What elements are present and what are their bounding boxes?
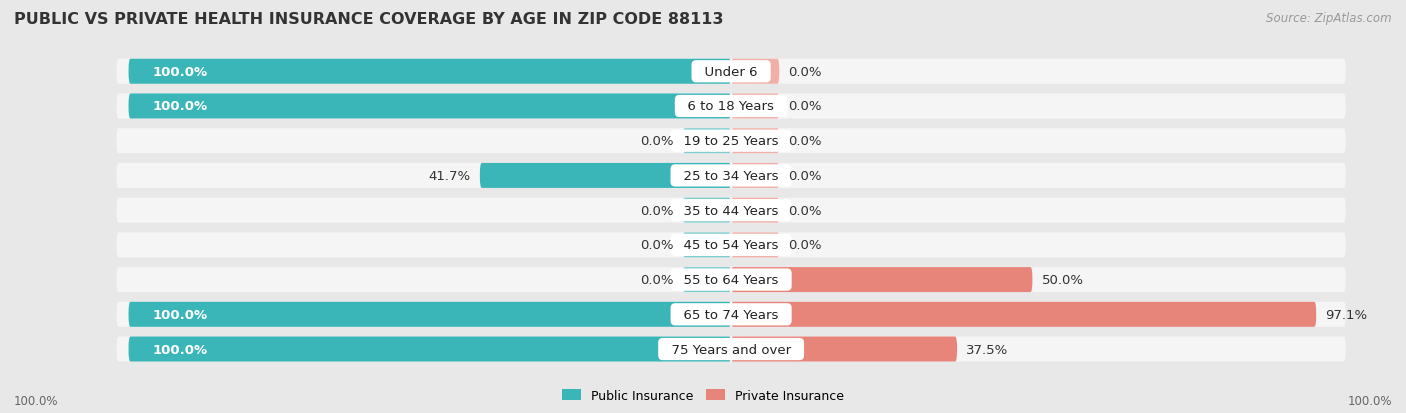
Text: 65 to 74 Years: 65 to 74 Years (675, 308, 787, 321)
Text: 0.0%: 0.0% (789, 204, 823, 217)
Text: 6 to 18 Years: 6 to 18 Years (679, 100, 783, 113)
FancyBboxPatch shape (683, 233, 731, 258)
FancyBboxPatch shape (683, 268, 731, 292)
FancyBboxPatch shape (117, 268, 1346, 292)
Text: 0.0%: 0.0% (789, 100, 823, 113)
Text: 0.0%: 0.0% (640, 204, 673, 217)
Text: 97.1%: 97.1% (1326, 308, 1368, 321)
FancyBboxPatch shape (128, 59, 731, 85)
Legend: Public Insurance, Private Insurance: Public Insurance, Private Insurance (557, 384, 849, 407)
FancyBboxPatch shape (731, 59, 779, 85)
FancyBboxPatch shape (128, 337, 731, 362)
FancyBboxPatch shape (683, 198, 731, 223)
FancyBboxPatch shape (128, 94, 731, 119)
Text: 100.0%: 100.0% (153, 100, 208, 113)
FancyBboxPatch shape (117, 129, 1346, 154)
Text: 0.0%: 0.0% (640, 239, 673, 252)
Text: Under 6: Under 6 (696, 66, 766, 78)
Text: 0.0%: 0.0% (789, 239, 823, 252)
FancyBboxPatch shape (731, 337, 957, 362)
Text: 0.0%: 0.0% (640, 273, 673, 286)
Text: 100.0%: 100.0% (153, 66, 208, 78)
Text: 50.0%: 50.0% (1042, 273, 1084, 286)
Text: Source: ZipAtlas.com: Source: ZipAtlas.com (1267, 12, 1392, 25)
FancyBboxPatch shape (117, 198, 1346, 223)
Text: 100.0%: 100.0% (14, 394, 59, 407)
Text: 75 Years and over: 75 Years and over (662, 343, 800, 356)
FancyBboxPatch shape (128, 302, 731, 327)
Text: 100.0%: 100.0% (153, 343, 208, 356)
Text: 55 to 64 Years: 55 to 64 Years (675, 273, 787, 286)
FancyBboxPatch shape (117, 59, 1346, 85)
Text: 41.7%: 41.7% (429, 169, 471, 183)
Text: 0.0%: 0.0% (789, 66, 823, 78)
Text: 19 to 25 Years: 19 to 25 Years (675, 135, 787, 148)
FancyBboxPatch shape (731, 94, 779, 119)
Text: 0.0%: 0.0% (640, 135, 673, 148)
FancyBboxPatch shape (731, 198, 779, 223)
FancyBboxPatch shape (479, 164, 731, 188)
Text: 45 to 54 Years: 45 to 54 Years (675, 239, 787, 252)
FancyBboxPatch shape (731, 164, 779, 188)
Text: PUBLIC VS PRIVATE HEALTH INSURANCE COVERAGE BY AGE IN ZIP CODE 88113: PUBLIC VS PRIVATE HEALTH INSURANCE COVER… (14, 12, 724, 27)
FancyBboxPatch shape (731, 129, 779, 154)
FancyBboxPatch shape (117, 94, 1346, 119)
Text: 100.0%: 100.0% (1347, 394, 1392, 407)
FancyBboxPatch shape (117, 302, 1346, 327)
FancyBboxPatch shape (731, 268, 1032, 292)
Text: 0.0%: 0.0% (789, 135, 823, 148)
FancyBboxPatch shape (731, 233, 779, 258)
Text: 37.5%: 37.5% (966, 343, 1008, 356)
FancyBboxPatch shape (117, 164, 1346, 188)
FancyBboxPatch shape (683, 129, 731, 154)
Text: 0.0%: 0.0% (789, 169, 823, 183)
Text: 100.0%: 100.0% (153, 308, 208, 321)
Text: 25 to 34 Years: 25 to 34 Years (675, 169, 787, 183)
FancyBboxPatch shape (117, 337, 1346, 362)
Text: 35 to 44 Years: 35 to 44 Years (675, 204, 787, 217)
FancyBboxPatch shape (731, 302, 1316, 327)
FancyBboxPatch shape (117, 233, 1346, 258)
